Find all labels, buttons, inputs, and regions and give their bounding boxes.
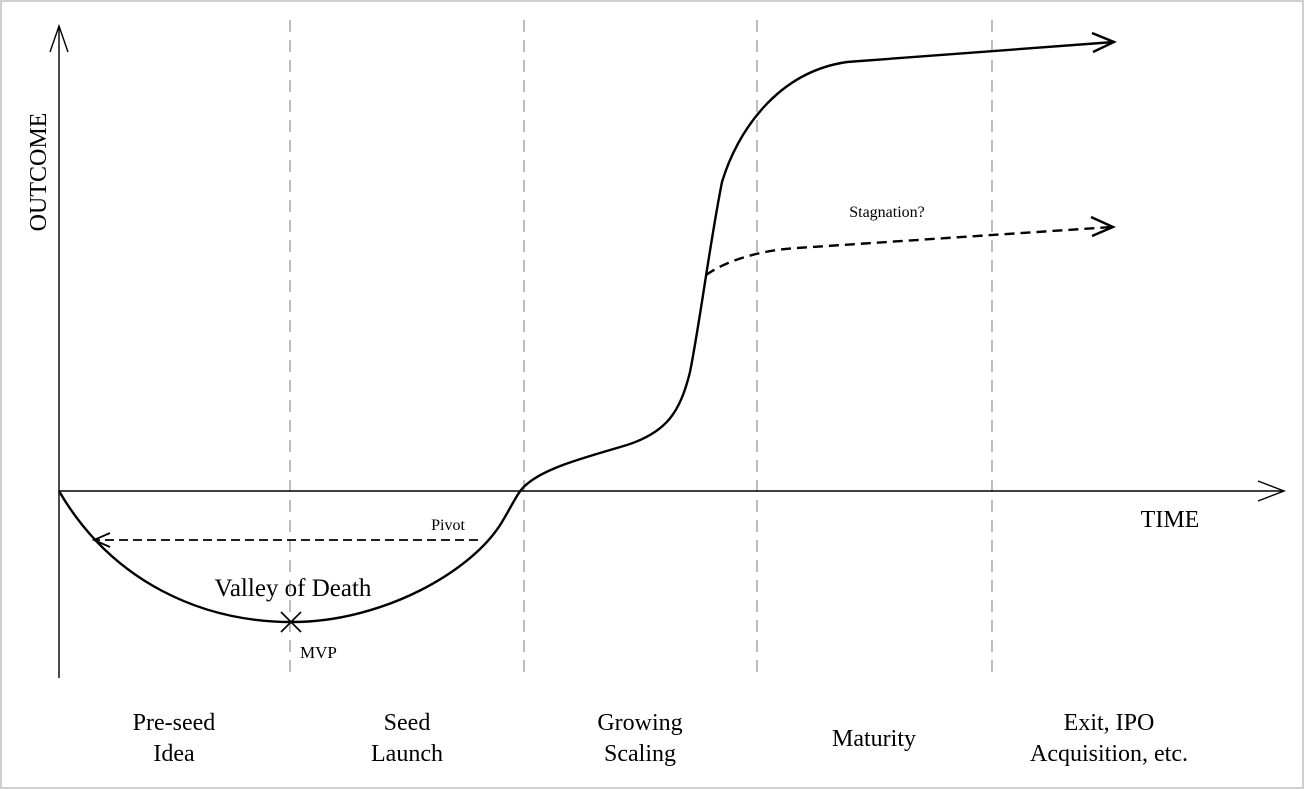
valley-of-death-label: Valley of Death [215, 575, 372, 602]
stage-3-line2: Scaling [604, 741, 676, 767]
stagnation-label: Stagnation? [849, 204, 925, 221]
stage-1-line1: Pre-seed [133, 710, 216, 736]
pivot-arrow-icon [91, 532, 111, 548]
outcome-curve [57, 40, 1115, 624]
stagnation-curve [705, 225, 1113, 276]
x-axis-label: TIME [1141, 507, 1200, 533]
y-axis-label: OUTCOME [26, 113, 52, 232]
stagnation-arrow-icon [1090, 215, 1116, 238]
stage-2-line1: Seed [384, 710, 431, 736]
y-axis-arrow-icon [49, 23, 69, 53]
stage-4-line1: Maturity [832, 726, 916, 752]
mvp-marker-icon-stroke [280, 611, 302, 633]
mvp-label: MVP [300, 643, 337, 662]
stage-5-line1: Exit, IPO [1064, 710, 1155, 736]
stage-1-line2: Idea [153, 741, 195, 767]
stage-2-line2: Launch [371, 741, 443, 767]
stage-3-line1: Growing [597, 710, 682, 736]
stage-5-line2: Acquisition, etc. [1030, 741, 1188, 767]
pivot-label: Pivot [431, 517, 465, 534]
outcome-arrow-icon [1091, 31, 1117, 54]
x-axis-arrow-icon [1257, 480, 1286, 502]
